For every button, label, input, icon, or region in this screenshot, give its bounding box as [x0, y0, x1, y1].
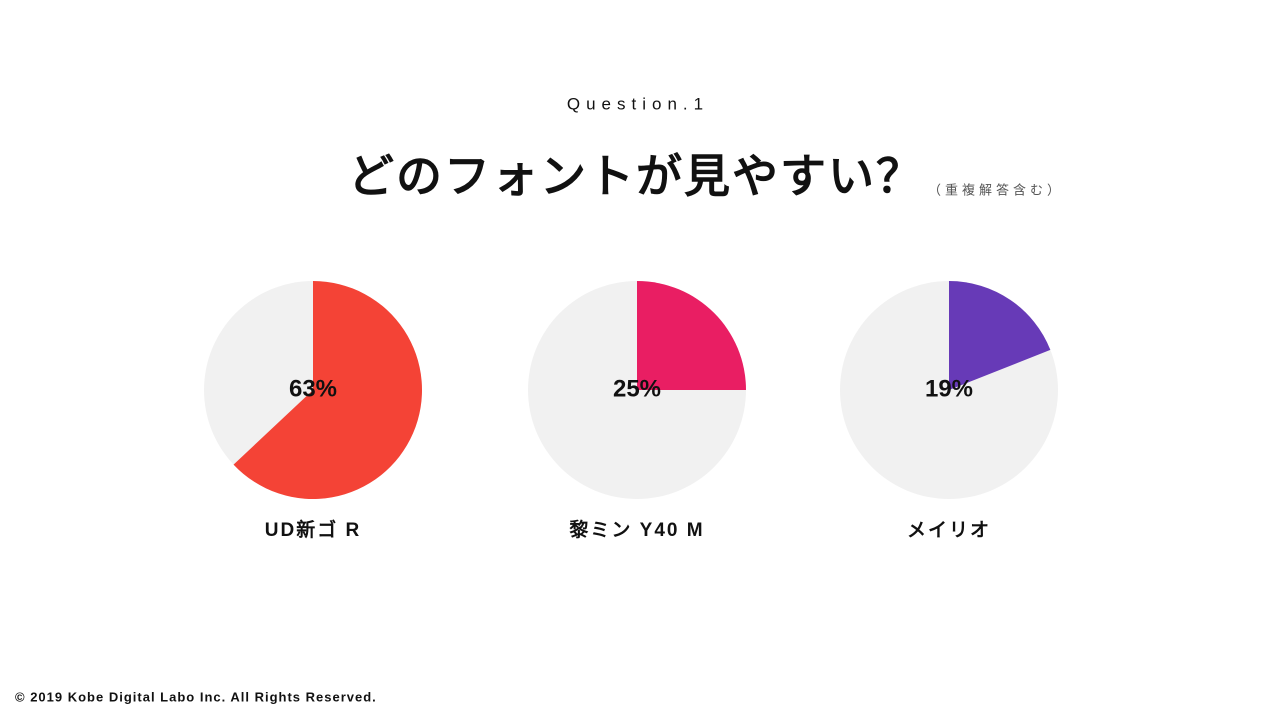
slide-title: どのフォントが見やすい？ [348, 150, 924, 202]
pie-slice [637, 281, 746, 390]
pie-label: UD新ゴ R [265, 518, 361, 541]
pie-slice [233, 281, 423, 499]
value-label: 25% [613, 375, 661, 402]
pie-label: 黎ミン Y40 M [569, 519, 704, 541]
footer: © 2019 Kobe Digital Labo Inc. All Rights… [15, 689, 377, 704]
value-label: 19% [925, 375, 973, 402]
note: （重複解答含む） [928, 182, 1064, 197]
pie-slice [949, 281, 1051, 390]
kicker: Question.1 [567, 94, 709, 113]
value-label: 63% [289, 375, 337, 402]
pie-label: メイリオ [907, 520, 991, 541]
